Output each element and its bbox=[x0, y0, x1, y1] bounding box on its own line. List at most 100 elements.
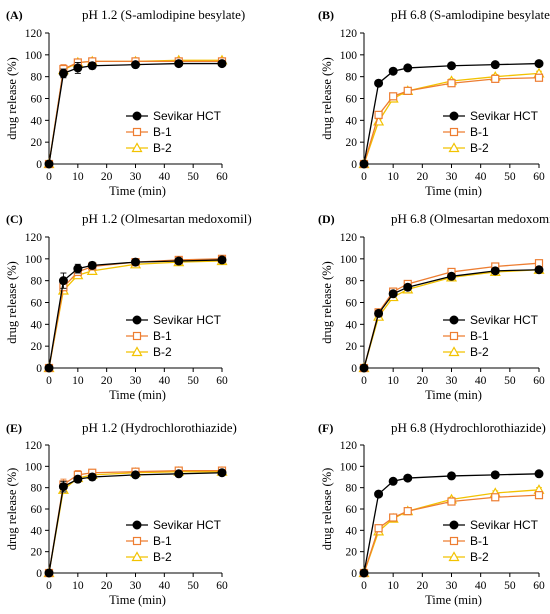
legend-item: B-1 bbox=[443, 534, 489, 548]
y-tick-label: 0 bbox=[36, 568, 42, 580]
legend-label: B-1 bbox=[153, 329, 172, 343]
data-point bbox=[359, 568, 369, 578]
legend-marker bbox=[132, 331, 142, 341]
legend-label: B-2 bbox=[153, 345, 172, 359]
chart-panel-4: (D) pH 6.8 (Olmesartan medoxomil) 0 20 40 60 8… bbox=[318, 211, 550, 402]
x-tick-label: 30 bbox=[446, 580, 458, 592]
y-tick-label: 80 bbox=[346, 483, 358, 495]
y-tick-label: 100 bbox=[25, 461, 43, 473]
data-point bbox=[388, 289, 398, 299]
y-tick-label: 0 bbox=[351, 363, 357, 375]
x-tick-label: 10 bbox=[72, 375, 84, 387]
data-point bbox=[403, 63, 413, 73]
x-tick-label: 0 bbox=[46, 580, 52, 592]
data-point bbox=[73, 264, 83, 274]
series-sevikar-hct bbox=[44, 59, 227, 169]
y-tick-label: 60 bbox=[346, 298, 358, 310]
legend-item: B-1 bbox=[443, 329, 489, 343]
data-point bbox=[131, 60, 140, 70]
legend-label: Sevikar HCT bbox=[153, 109, 222, 123]
legend-marker bbox=[132, 111, 142, 121]
y-tick-label: 20 bbox=[31, 137, 43, 149]
y-tick-label: 40 bbox=[346, 525, 358, 537]
legend-item: Sevikar HCT bbox=[443, 313, 539, 327]
chart-title: pH 6.8 (S-amlodipine besylate) bbox=[391, 7, 550, 22]
y-tick-label: 20 bbox=[346, 341, 358, 353]
y-tick-label: 0 bbox=[36, 159, 42, 171]
chart-panel-6: (F) pH 6.8 (Hydrochlorothiazide) 0 20 40 60 80… bbox=[318, 420, 546, 607]
data-point bbox=[131, 470, 140, 480]
data-point bbox=[403, 86, 412, 95]
x-tick-label: 0 bbox=[46, 171, 52, 183]
data-point bbox=[374, 489, 384, 499]
data-point bbox=[58, 276, 68, 286]
data-point bbox=[534, 491, 544, 500]
y-tick-label: 0 bbox=[351, 159, 357, 171]
x-tick-label: 40 bbox=[475, 171, 487, 183]
legend-item: B-2 bbox=[443, 141, 489, 155]
y-tick-label: 100 bbox=[340, 50, 358, 62]
legend-item: Sevikar HCT bbox=[443, 518, 539, 532]
y-tick-label: 40 bbox=[31, 525, 43, 537]
data-point bbox=[491, 74, 500, 83]
panel-label: (A) bbox=[6, 8, 23, 22]
legend-marker bbox=[131, 346, 143, 357]
chart-panel-2: (B) pH 6.8 (S-amlodipine besylate) 0 20 40 60… bbox=[318, 7, 550, 198]
x-tick-label: 50 bbox=[187, 375, 199, 387]
data-point bbox=[534, 265, 544, 275]
data-point bbox=[490, 470, 500, 480]
x-tick-label: 50 bbox=[187, 580, 199, 592]
x-tick-label: 30 bbox=[130, 580, 142, 592]
y-tick-label: 0 bbox=[36, 363, 42, 375]
legend-label: B-2 bbox=[470, 550, 489, 564]
x-axis-label: Time (min) bbox=[425, 388, 482, 402]
y-tick-label: 0 bbox=[351, 568, 357, 580]
data-point bbox=[490, 266, 500, 276]
legend-label: B-1 bbox=[470, 329, 489, 343]
x-tick-label: 50 bbox=[504, 375, 516, 387]
y-tick-label: 100 bbox=[340, 461, 358, 473]
data-point bbox=[374, 78, 384, 88]
y-tick-label: 40 bbox=[346, 319, 358, 331]
chart-title: pH 1.2 (S-amlodipine besylate) bbox=[82, 7, 245, 22]
legend-label: B-2 bbox=[153, 550, 172, 564]
legend-item: B-1 bbox=[126, 329, 172, 343]
legend-marker bbox=[132, 520, 142, 530]
legend-item: Sevikar HCT bbox=[443, 109, 539, 123]
data-point bbox=[174, 469, 184, 479]
x-tick-label: 20 bbox=[101, 171, 113, 183]
x-tick-label: 30 bbox=[130, 375, 142, 387]
y-tick-label: 120 bbox=[25, 440, 43, 452]
data-point bbox=[403, 473, 413, 483]
legend-marker bbox=[131, 551, 143, 562]
data-point bbox=[374, 308, 384, 318]
legend-marker bbox=[448, 142, 460, 153]
legend-marker bbox=[449, 127, 459, 137]
series-line bbox=[363, 494, 540, 574]
panel-label: (F) bbox=[318, 421, 333, 435]
legend-label: B-2 bbox=[470, 141, 489, 155]
legend-item: B-1 bbox=[443, 125, 489, 139]
legend-label: B-1 bbox=[470, 125, 489, 139]
x-tick-label: 30 bbox=[446, 375, 458, 387]
y-tick-label: 120 bbox=[340, 440, 358, 452]
data-point bbox=[217, 468, 227, 478]
legend-marker bbox=[131, 142, 143, 153]
legend-marker bbox=[449, 536, 459, 546]
chart-title: pH 1.2 (Hydrochlorothiazide) bbox=[82, 420, 237, 435]
y-tick-label: 60 bbox=[31, 298, 43, 310]
data-point bbox=[73, 474, 83, 484]
x-tick-label: 40 bbox=[159, 171, 171, 183]
legend-label: B-1 bbox=[153, 534, 172, 548]
x-tick-label: 60 bbox=[533, 171, 545, 183]
series-sevikar-hct bbox=[359, 469, 544, 578]
y-tick-label: 80 bbox=[31, 72, 43, 84]
legend-item: B-2 bbox=[443, 345, 489, 359]
chart-panel-3: (C) pH 1.2 (Olmesartan medoxomil) 0 20 40 60 8… bbox=[5, 211, 252, 402]
x-tick-label: 50 bbox=[504, 171, 516, 183]
y-tick-label: 40 bbox=[31, 319, 43, 331]
legend-label: Sevikar HCT bbox=[470, 109, 539, 123]
chart-title: pH 6.8 (Hydrochlorothiazide) bbox=[391, 420, 546, 435]
series-sevikar-hct bbox=[44, 255, 227, 373]
data-point bbox=[403, 507, 412, 516]
